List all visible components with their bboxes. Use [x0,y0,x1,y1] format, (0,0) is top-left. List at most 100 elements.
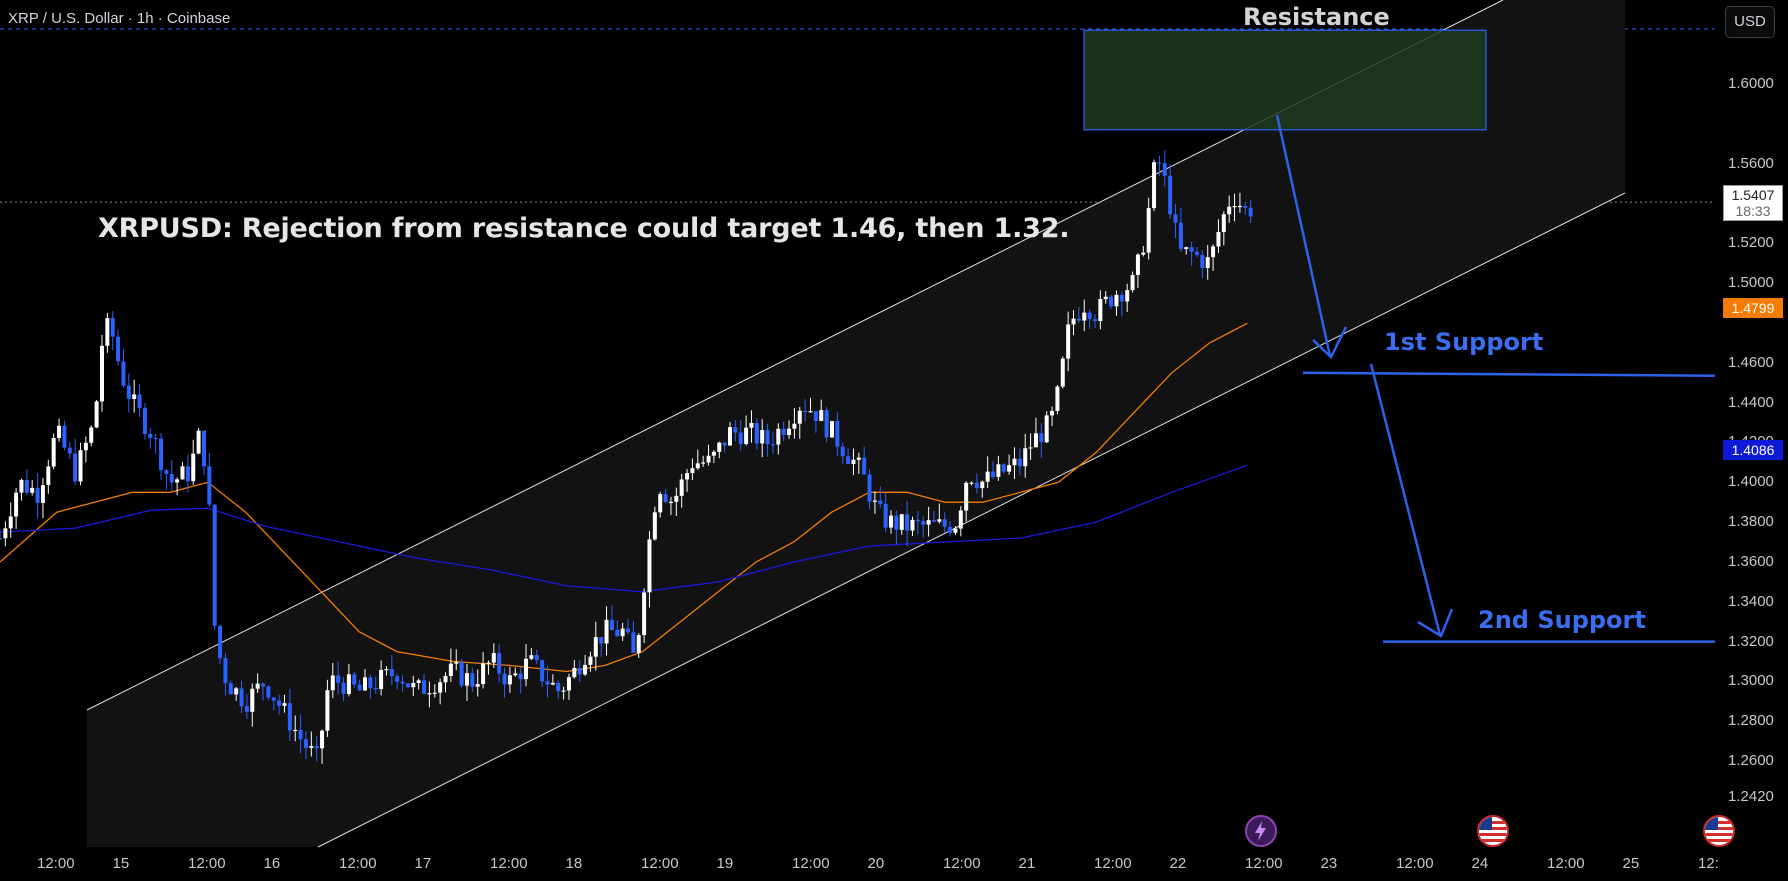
candle-body [1200,254,1205,269]
candle-body [336,675,341,683]
candle-body [266,686,271,698]
candle-body [658,494,663,513]
candle-body [738,432,743,445]
candle-body [792,423,797,429]
candle-body [862,457,867,475]
candle-body [835,421,840,447]
candle-body [30,487,35,493]
resistance-label: Resistance [1243,3,1390,31]
candle-body [905,514,910,531]
price-tick-label: 1.2420 [1728,787,1774,805]
candle-body [8,516,13,529]
time-tick-label: 19 [716,855,734,872]
candle-body [593,637,598,657]
candle-body [1055,386,1060,411]
us-flag-event-icon[interactable] [1703,815,1735,847]
candle-body [765,430,770,445]
candle-body [169,473,174,483]
candle-body [921,521,926,525]
candle-body [0,538,2,540]
candle-body [1119,294,1124,302]
candle-body [524,658,529,680]
candle-body [287,703,292,731]
currency-button[interactable]: USD [1725,6,1775,38]
candle-body [642,592,647,636]
candle-body [958,510,963,529]
projection-arrows [1275,114,1716,643]
candle-body [948,526,953,533]
candle-body [1173,214,1178,223]
candle-body [83,442,88,451]
time-tick-label: 17 [414,855,432,872]
candle-body [24,479,29,493]
candle-body [159,438,164,471]
price-tick-label: 1.3200 [1728,632,1774,650]
candle-body [964,482,969,511]
candle-body [770,444,775,446]
candle-body [320,730,325,749]
candle-body [234,688,239,695]
candle-body [813,411,818,421]
candle-body [89,427,94,443]
candle-body [164,470,169,474]
candle-body [201,430,206,467]
candle-body [894,515,899,530]
price-tick-label: 1.3800 [1728,513,1774,531]
candle-body [438,682,443,693]
price-tick-label: 1.3600 [1728,552,1774,570]
candle-body [137,394,142,409]
candle-body [722,442,727,446]
candle-body [325,690,330,731]
candle-body [239,688,244,707]
candle-body [1227,206,1232,215]
candle-body [491,653,496,663]
candle-body [980,481,985,489]
candle-body [185,466,190,482]
candle-body [760,430,765,444]
candle-body [829,421,834,438]
slow-ma-line [0,464,1248,593]
price-tick-label: 1.2800 [1728,712,1774,730]
candle-body [314,746,319,749]
candle-body [368,677,373,689]
candle-body [223,658,228,684]
candle-body [357,684,362,691]
lightning-event-icon[interactable] [1245,815,1277,847]
candle-body [1216,232,1221,247]
candle-body [1248,207,1253,217]
candle-body [513,673,518,676]
candle-body [668,501,673,504]
candle-body [481,663,486,685]
candle-body [62,425,67,448]
candle-body [695,463,700,469]
candle-body [67,447,72,454]
candle-body [116,336,121,362]
candle-body [1135,254,1140,275]
time-tick-label: 12:00 [37,855,75,872]
candle-body [991,471,996,477]
candle-body [411,683,416,688]
candle-body [872,500,877,502]
candle-body [679,479,684,496]
candle-body [212,504,217,626]
candle-body [808,411,813,413]
candle-body [1178,222,1183,250]
candle-body [346,674,351,694]
price-tick-label: 1.2600 [1728,752,1774,770]
current-price-tag: 1.5407 18:33 [1723,185,1783,221]
arrow-to-support2 [1369,363,1442,636]
candle-body [926,520,931,525]
candle-body [749,422,754,428]
candle-body [121,361,126,386]
candle-body [1087,312,1092,320]
candle-body [497,653,502,674]
time-tick-label: 12:00 [188,855,226,872]
arrow-head-1 [1312,326,1348,360]
channel-fill [87,0,1625,847]
fast-ma-tag: 1.4799 [1723,298,1783,318]
symbol-title[interactable]: XRP / U.S. Dollar · 1h · Coinbase [8,10,231,27]
candle-body [507,675,512,685]
arrow-to-support1 [1275,114,1332,357]
us-flag-event-icon[interactable] [1477,815,1509,847]
